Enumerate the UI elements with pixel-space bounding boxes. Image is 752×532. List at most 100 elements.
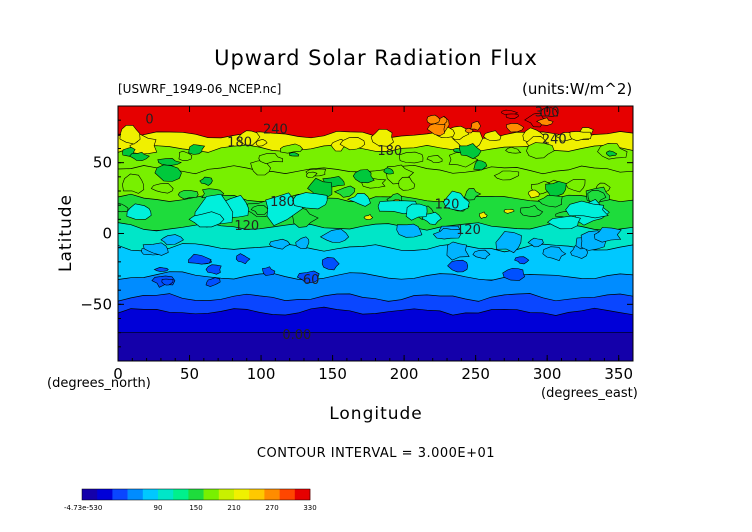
contour-blob [605,150,618,157]
contour-blob [161,278,174,286]
colorbar-tick-label: 330 [303,504,316,512]
contour-blob [426,155,443,163]
contour-blob [446,241,470,261]
colorbar-min-label: -4.73e-530 [64,504,102,512]
contour-blob [237,130,261,146]
contour-blob [129,151,150,161]
contour-blob [443,190,470,212]
contour-blob [319,228,350,243]
contour-blob [502,268,525,281]
contour-blobs [118,107,628,288]
contour-blob [346,193,371,207]
contour-blob [505,113,519,119]
contour-blob [542,246,567,261]
contour-blob [126,203,152,220]
contour-blob [473,160,488,171]
contour-blob [569,131,592,142]
contour-blob [447,259,469,273]
y-units-label: (degrees_north) [47,376,151,391]
contour-blob [405,203,428,221]
x-tick-label: 50 [180,365,199,383]
contour-blob [458,143,482,160]
contour-blob [396,223,423,238]
contour-blob [333,185,356,198]
contour-blob [426,114,441,125]
contour-blob [177,190,199,200]
x-tick-label: 0 [113,365,123,383]
contour-blob [154,164,182,182]
colorbar-swatch [127,489,144,500]
contour-label: 180 [227,135,252,150]
contour-blob [363,214,374,220]
contour-blob [399,151,424,164]
contour-blob [250,205,269,215]
contour-label: 0.00 [282,328,311,343]
contour-blob [296,270,320,284]
contour-interval-note: CONTOUR INTERVAL = 3.000E+01 [256,446,496,461]
contour-blob [527,189,540,199]
colorbar-swatch [112,489,128,500]
contour-blob [119,124,141,145]
axes: 0 50 100 150 200 250 300 350 −50 0 50 [80,106,634,383]
contour-blob [370,128,394,147]
contour-labels: 300 240 180 180 240 180 120 120 120 60 0.00 0 [145,106,566,343]
contour-label: 60 [303,273,320,288]
contour-blob [153,266,169,272]
contour-blob [150,182,174,194]
colorbar-swatch [294,489,311,500]
colorbar: -4.73e-530 90 150 210 270 330 [64,488,317,512]
contour-blob [545,181,567,199]
dataset-label: [USWRF_1949-06_NCEP.nc] [118,82,282,96]
contour-blob [565,200,609,219]
contour-blob [321,256,340,271]
x-axis-label: Longitude [329,404,423,424]
contour-blob [160,234,184,246]
x-tick-label: 300 [533,365,562,383]
contour-blob [470,120,482,131]
contour-blob [398,176,416,191]
contour-blob [546,215,581,230]
colorbar-tick-label: 150 [189,504,202,512]
chart-title: Upward Solar Radiation Flux [214,46,538,70]
contour-blob [157,158,182,166]
contour-label: 180 [377,144,402,159]
colorbar-tick-label: 270 [265,504,278,512]
contour-blob [526,142,555,159]
latitude-band [118,271,633,302]
contour-blob [199,176,213,186]
contour-blob [288,152,300,157]
contour-label: 120 [234,219,259,234]
latitude-band [118,306,633,338]
contour-blob [524,112,546,128]
latitude-band [118,332,633,361]
y-tick-label: −50 [80,295,112,313]
contour-blob [495,231,522,254]
contour-blob [188,144,206,155]
colorbar-swatch [173,489,189,500]
units-label: (units:W/m^2) [522,80,633,98]
contour-blob [519,204,544,218]
colorbar-tick-label: 90 [154,504,163,512]
contour-blob [503,208,515,214]
contour-blob [291,207,319,228]
contour-blob [305,171,318,179]
contour-blob [593,227,622,243]
contour-blob [122,173,145,194]
contour-blob [235,253,251,265]
colorbar-tick-label: 210 [227,504,240,512]
contour-label: 300 [535,106,560,121]
colorbar-swatch [142,489,159,500]
contour-blob [505,146,522,154]
contour-blob [188,211,225,228]
y-axis-label: Latitude [56,194,76,272]
contour-blob [554,131,573,142]
contour-blob [540,107,558,117]
contour-blob [383,167,394,175]
contour-blob [178,150,193,161]
contour-blob [188,253,212,265]
contour-label: 240 [542,133,567,148]
colorbar-swatch [97,489,113,500]
plot-area: 300 240 180 180 240 180 120 120 120 60 0.00 0 [118,106,633,361]
colorbar-swatch [279,489,296,500]
